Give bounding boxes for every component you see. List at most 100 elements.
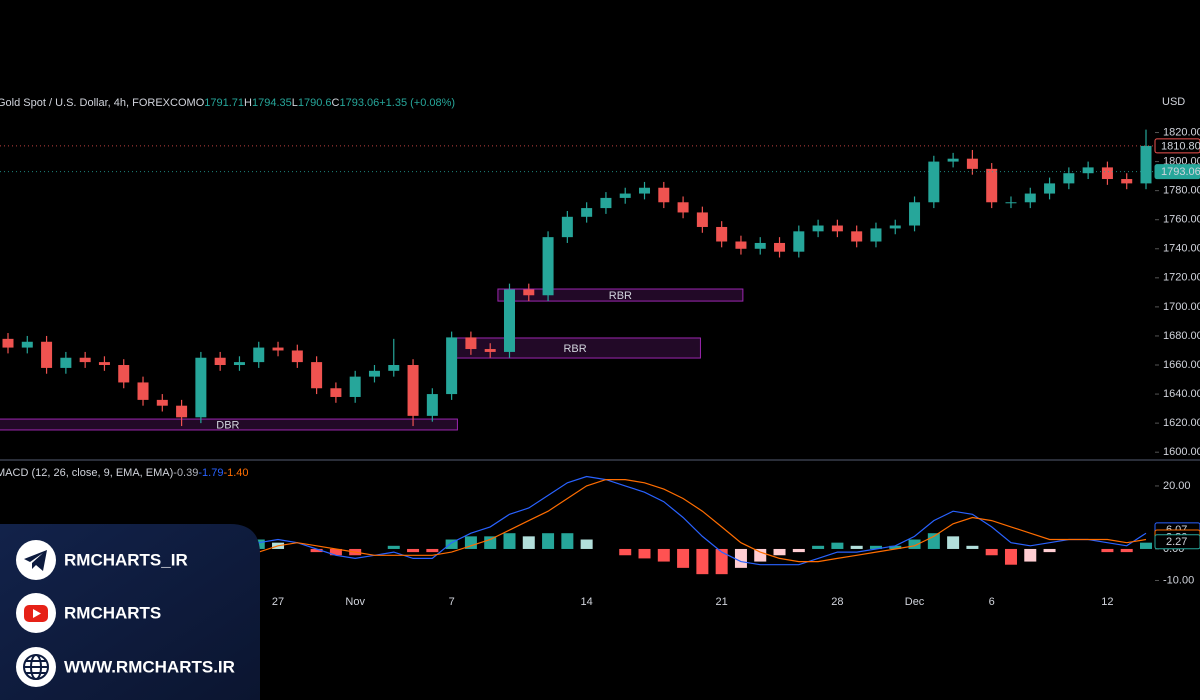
candle-body: [1140, 145, 1152, 184]
y-tick-label: 1660.00: [1163, 359, 1200, 371]
price-tag-label: 1810.80: [1161, 140, 1200, 152]
legend: Gold Spot / U.S. Dollar, 4h, FOREXCOMO17…: [0, 97, 455, 109]
histogram-bar: [677, 548, 690, 568]
candle-body: [195, 357, 207, 418]
candle-body: [581, 208, 593, 217]
candle-body: [561, 216, 573, 238]
candle-body: [388, 365, 400, 371]
ohlc-value: 1791.71: [204, 97, 244, 109]
histogram-bar: [831, 542, 844, 549]
candle-body: [1101, 167, 1113, 180]
zone: [0, 418, 458, 431]
telegram-glyph: [24, 550, 47, 571]
x-tick-label: 21: [716, 596, 728, 608]
candle-body: [484, 349, 496, 352]
histogram-bar: [619, 548, 632, 556]
candle-body: [21, 341, 33, 348]
histogram-bar: [966, 545, 979, 549]
histogram-value: -0.39: [173, 467, 198, 479]
candle-body: [716, 226, 728, 242]
candle-body: [793, 231, 805, 252]
price-tag-label: 1793.06: [1161, 166, 1200, 178]
globe-glyph: [23, 654, 49, 680]
y-tick-label: 20.00: [1163, 480, 1191, 492]
histogram-bar: [792, 548, 805, 553]
candle-body: [986, 168, 998, 203]
candle-body: [446, 337, 458, 395]
histogram-bar: [503, 533, 516, 549]
histogram-bar: [1043, 548, 1056, 553]
histogram-bar: [580, 539, 593, 549]
y-tick-label: 1600.00: [1163, 446, 1200, 458]
y-tick-label: 1740.00: [1163, 243, 1200, 255]
y-tick-label: 1680.00: [1163, 330, 1200, 342]
candle-body: [619, 193, 631, 198]
currency-label: USD: [1162, 96, 1185, 108]
histogram-bar: [773, 548, 786, 556]
candle-body: [79, 357, 91, 363]
x-tick-label: 7: [449, 596, 455, 608]
histogram-bar: [1140, 542, 1152, 549]
x-tick-label: 14: [581, 596, 593, 608]
candle-body: [542, 237, 554, 296]
histogram-bar: [927, 533, 940, 549]
candle-body: [330, 388, 342, 397]
ohlc-value: 1793.06: [339, 97, 379, 109]
candle-body: [831, 225, 843, 232]
candle-body: [272, 347, 284, 351]
histogram-bar: [638, 548, 651, 559]
ohlc-label: C: [332, 97, 340, 109]
candle-body: [889, 225, 901, 229]
y-tick-label: 1780.00: [1163, 185, 1200, 197]
candle-body: [426, 394, 438, 416]
x-tick-label: 27: [272, 596, 284, 608]
histogram-bar: [561, 533, 574, 549]
zone: [497, 288, 744, 302]
histogram-bar: [696, 548, 709, 575]
histogram-bar: [1120, 548, 1133, 553]
candle-body: [774, 242, 786, 252]
candle-body: [523, 289, 535, 296]
value-tag-label: 2.27: [1166, 536, 1187, 548]
x-tick-label: Nov: [345, 596, 365, 608]
candle-body: [368, 370, 380, 377]
y-tick-label: 1700.00: [1163, 301, 1200, 313]
histogram-bar: [310, 548, 323, 553]
price-tag: [1154, 138, 1200, 154]
ohlc-value: 1794.35: [252, 97, 292, 109]
candle-body: [253, 347, 265, 363]
histogram-bar: [812, 545, 825, 549]
candle-body: [677, 202, 689, 213]
histogram-bar: [754, 548, 767, 562]
ohlc-label: O: [196, 97, 205, 109]
youtube-handle[interactable]: RMCHARTS: [64, 603, 161, 622]
candle-body: [966, 158, 978, 169]
histogram-bar: [387, 545, 400, 549]
y-tick-label: 1620.00: [1163, 417, 1200, 429]
histogram-bar: [869, 545, 882, 549]
candle-body: [735, 241, 747, 249]
histogram-bar: [1024, 548, 1037, 562]
x-tick-label: 12: [1101, 596, 1113, 608]
series-value: -1.40: [223, 467, 248, 479]
ohlc-label: L: [292, 97, 298, 109]
histogram-bar: [445, 539, 458, 549]
histogram-bar: [1101, 548, 1114, 553]
candle-body: [214, 357, 226, 366]
histogram-bar: [734, 548, 747, 568]
x-tick-label: 6: [989, 596, 995, 608]
candle-body: [2, 338, 14, 348]
x-tick-label: 28: [831, 596, 843, 608]
y-tick-label: 1720.00: [1163, 272, 1200, 284]
candle-body: [870, 228, 882, 242]
website-link[interactable]: WWW.RMCHARTS.IR: [64, 657, 235, 676]
y-tick-label: 1640.00: [1163, 388, 1200, 400]
candle-body: [60, 357, 72, 368]
telegram-handle[interactable]: RMCHARTS_IR: [64, 550, 188, 569]
candle-body: [1005, 202, 1017, 204]
candle-body: [812, 225, 824, 232]
histogram-bar: [850, 545, 863, 549]
candle-body: [233, 362, 245, 366]
histogram-bar: [985, 548, 998, 556]
